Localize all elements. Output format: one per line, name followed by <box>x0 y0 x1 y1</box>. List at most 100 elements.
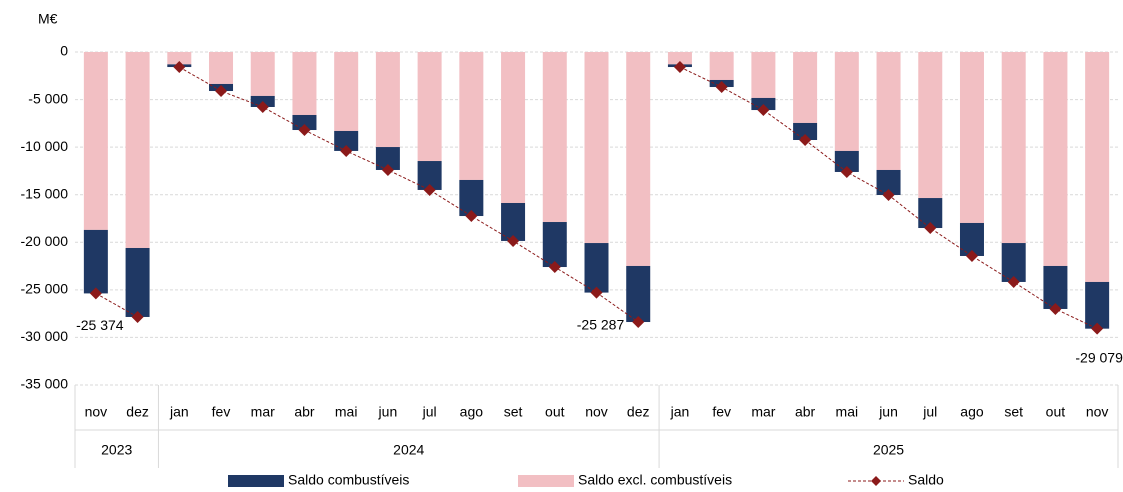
line-marker <box>840 165 853 178</box>
line-marker <box>256 100 269 113</box>
bar <box>584 52 609 244</box>
line-marker <box>465 210 478 223</box>
bar <box>709 52 734 80</box>
bar <box>1043 265 1068 309</box>
bar <box>626 265 651 323</box>
bar <box>292 114 317 131</box>
line-marker <box>381 163 394 176</box>
x-tick-label: nov <box>585 404 608 420</box>
line-marker <box>215 85 228 98</box>
y-tick-label: -15 000 <box>21 185 69 201</box>
bar <box>375 147 400 170</box>
x-tick-label: fev <box>712 404 731 420</box>
bar <box>918 52 943 199</box>
x-tick-label: mai <box>335 404 358 420</box>
line-marker <box>632 316 645 329</box>
line-marker <box>507 234 520 247</box>
bar <box>125 247 150 317</box>
bar <box>167 52 192 65</box>
bar <box>834 52 859 151</box>
bar <box>1085 52 1110 282</box>
bar <box>250 52 275 96</box>
line-marker <box>799 134 812 147</box>
bar <box>125 52 150 248</box>
line-marker <box>89 287 102 300</box>
group-label: 2023 <box>101 442 132 458</box>
x-tick-label: set <box>504 404 523 420</box>
y-tick-label: -20 000 <box>21 233 69 249</box>
bar <box>542 222 567 268</box>
x-tick-label: set <box>1004 404 1023 420</box>
group-label: 2024 <box>393 442 424 458</box>
data-label: -25 374 <box>76 317 124 333</box>
bar <box>334 130 359 151</box>
y-tick-label: -30 000 <box>21 328 69 344</box>
y-tick-label: -5 000 <box>28 90 68 106</box>
line-marker <box>298 124 311 137</box>
y-tick-label: -35 000 <box>21 376 69 392</box>
group-label: 2025 <box>873 442 904 458</box>
legend-label: Saldo excl. combustíveis <box>578 472 732 488</box>
bar <box>417 52 442 162</box>
legend-swatch <box>518 475 574 487</box>
line-series <box>95 292 138 318</box>
line-marker <box>924 222 937 235</box>
y-tick-label: 0 <box>60 43 68 59</box>
x-tick-label: jun <box>878 404 898 420</box>
x-tick-label: out <box>1046 404 1066 420</box>
line-marker <box>423 183 436 196</box>
bar <box>1001 243 1026 282</box>
bar <box>375 52 400 148</box>
x-tick-label: dez <box>126 404 149 420</box>
line-marker <box>1091 322 1104 335</box>
line-marker <box>340 144 353 157</box>
data-label: -29 079 <box>1075 349 1123 365</box>
y-tick-label: -10 000 <box>21 138 69 154</box>
bar <box>834 150 859 172</box>
line-marker <box>673 61 686 74</box>
line-marker <box>1007 275 1020 288</box>
line-marker <box>715 81 728 94</box>
bar <box>83 52 108 230</box>
line-marker <box>590 286 603 299</box>
bar <box>959 52 984 223</box>
line-marker <box>882 188 895 201</box>
bar <box>459 179 484 217</box>
legend-marker <box>871 476 881 486</box>
bar <box>1001 52 1026 244</box>
bar <box>292 52 317 115</box>
x-tick-label: mar <box>251 404 275 420</box>
x-tick-label: ago <box>960 404 984 420</box>
legend-label: Saldo combustíveis <box>288 472 409 488</box>
x-tick-label: dez <box>627 404 650 420</box>
line-series <box>179 66 639 323</box>
x-tick-label: out <box>545 404 565 420</box>
bar <box>209 52 234 84</box>
x-tick-label: jan <box>670 404 690 420</box>
bar <box>667 52 692 65</box>
bar <box>459 52 484 180</box>
line-marker <box>757 104 770 117</box>
legend-swatch <box>228 475 284 487</box>
x-tick-label: jul <box>922 404 937 420</box>
x-tick-label: nov <box>85 404 108 420</box>
y-tick-label: -25 000 <box>21 281 69 297</box>
bar <box>1085 281 1110 329</box>
x-tick-label: jan <box>169 404 189 420</box>
line-marker <box>131 310 144 323</box>
line-marker <box>1049 302 1062 315</box>
bar <box>542 52 567 223</box>
bar <box>876 52 901 170</box>
x-tick-label: jun <box>378 404 398 420</box>
line-marker <box>965 249 978 262</box>
legend-label: Saldo <box>908 472 944 488</box>
x-tick-label: abr <box>795 404 816 420</box>
bar <box>793 52 818 123</box>
bar <box>334 52 359 131</box>
y-axis-label: M€ <box>38 11 58 27</box>
data-label: -25 287 <box>577 316 625 332</box>
bar <box>83 229 108 294</box>
x-tick-label: abr <box>294 404 315 420</box>
x-tick-label: fev <box>212 404 231 420</box>
